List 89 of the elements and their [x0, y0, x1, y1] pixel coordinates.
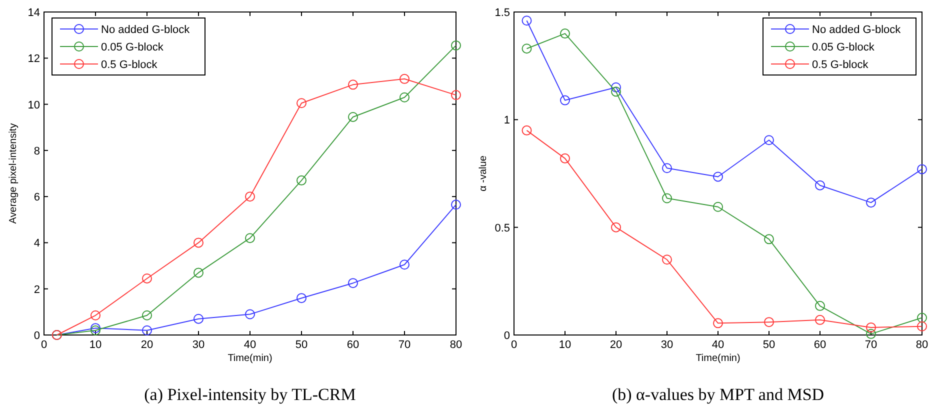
point — [245, 233, 255, 244]
x-axis-title: Time(min) — [696, 353, 740, 364]
x-tick-label: 30 — [192, 339, 205, 351]
point — [611, 82, 621, 92]
point — [296, 98, 306, 108]
y-tick-label: 12 — [28, 53, 40, 66]
point — [348, 112, 358, 122]
legend-label: No added G-block — [101, 24, 190, 36]
point — [764, 317, 774, 328]
y-tick-label: 10 — [28, 99, 40, 112]
point — [611, 222, 621, 232]
point — [713, 202, 723, 212]
y-axis-title: Average pixel-intensity — [8, 123, 19, 224]
x-axis-title: Time(min) — [228, 353, 272, 364]
point — [713, 172, 723, 182]
point — [194, 314, 204, 324]
point — [662, 193, 672, 204]
x-tick-label: 40 — [244, 339, 256, 351]
y-tick-label: 8 — [34, 145, 40, 158]
text: (b) α-values by MPT and MSD — [612, 385, 824, 404]
point — [866, 328, 876, 339]
y-tick-label: 14 — [28, 7, 40, 19]
point — [90, 310, 100, 320]
x-tick-label: 70 — [398, 339, 411, 351]
x-tick-label: 40 — [712, 339, 724, 351]
point — [662, 163, 672, 174]
point — [764, 135, 774, 146]
legend-label: 0.05 G-block — [101, 42, 164, 54]
x-tick-label: 60 — [346, 339, 360, 351]
point — [866, 322, 876, 332]
point — [713, 318, 723, 328]
y-tick-label: 1 — [504, 114, 510, 127]
point — [194, 268, 204, 278]
point — [142, 310, 152, 320]
point — [522, 16, 532, 26]
x-tick-label: 30 — [660, 339, 674, 351]
y-tick-label: 0 — [34, 330, 40, 342]
point — [451, 200, 461, 210]
point — [815, 180, 825, 190]
x-tick-label: 80 — [450, 339, 462, 351]
point — [194, 238, 204, 248]
point — [348, 80, 358, 90]
x-tick-label: 70 — [864, 339, 878, 351]
point — [917, 164, 927, 174]
point — [400, 92, 410, 102]
x-tick-label: 50 — [295, 339, 308, 351]
point — [764, 234, 774, 244]
x-tick-label: 20 — [140, 339, 154, 351]
point — [522, 44, 532, 54]
x-tick-label: 80 — [916, 339, 928, 351]
legend-label: 0.5 G-block — [101, 59, 158, 71]
point — [560, 153, 570, 164]
y-tick-label: 6 — [34, 192, 40, 204]
point — [560, 95, 570, 106]
point — [451, 40, 461, 50]
y-tick-label: 0.5 — [494, 222, 510, 234]
point — [142, 273, 152, 284]
point — [917, 321, 927, 332]
point — [348, 278, 358, 288]
point — [522, 125, 532, 136]
point — [866, 198, 876, 208]
x-tick-label: 10 — [558, 339, 572, 351]
point — [245, 192, 255, 202]
text: (a) Pixel-intensity by TL-CRM — [144, 385, 356, 404]
point — [815, 314, 825, 325]
point — [296, 175, 306, 186]
x-tick-label: 50 — [762, 339, 776, 351]
point — [245, 309, 255, 320]
point — [560, 28, 570, 39]
x-tick-label: 60 — [814, 339, 826, 351]
y-axis-title: α -value — [478, 155, 489, 192]
x-tick-label: 10 — [89, 339, 102, 351]
point — [815, 300, 825, 311]
y-tick-label: 4 — [34, 238, 40, 250]
point — [917, 312, 927, 323]
y-tick-label: 1.5 — [494, 7, 510, 19]
legend-label: 0.05 G-block — [812, 42, 875, 54]
y-tick-label: 0 — [504, 330, 510, 342]
point — [142, 325, 152, 336]
legend-label: 0.5 G-block — [812, 59, 869, 71]
point — [400, 260, 410, 270]
point — [296, 293, 306, 304]
point — [400, 74, 410, 84]
point — [662, 254, 672, 265]
x-tick-label: 20 — [610, 339, 622, 351]
y-tick-label: 2 — [34, 284, 40, 296]
legend-label: No added G-block — [812, 24, 902, 36]
point — [451, 90, 461, 100]
point — [611, 86, 621, 97]
